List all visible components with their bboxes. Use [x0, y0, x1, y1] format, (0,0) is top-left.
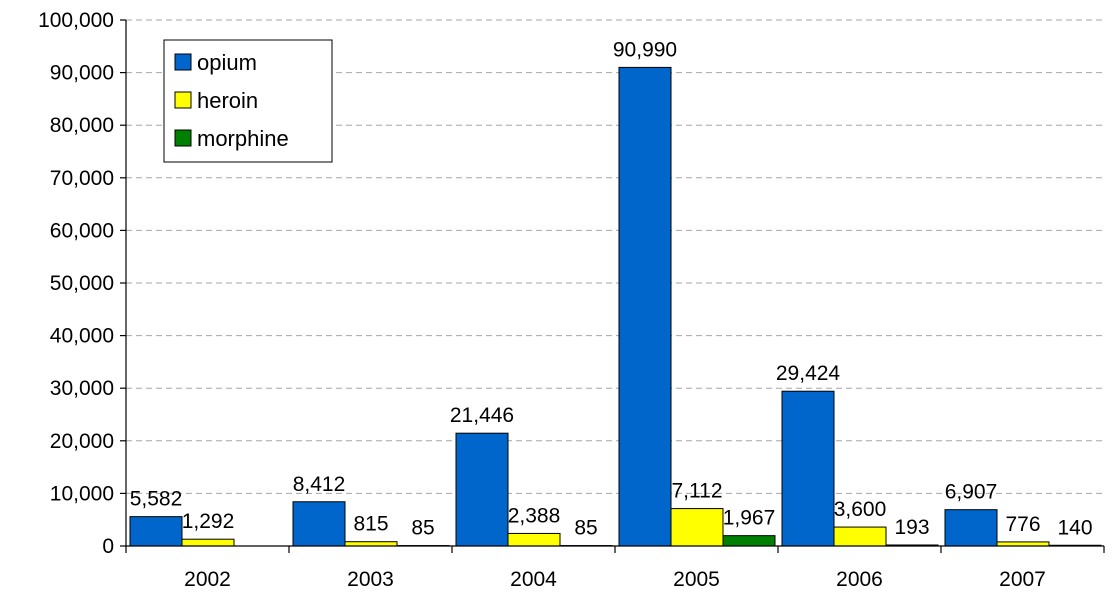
x-tick-label: 2006 [836, 568, 883, 591]
bar-morphine-2005 [722, 535, 776, 547]
data-label-morphine-2007: 140 [1057, 516, 1092, 539]
legend-label-opium: opium [197, 50, 257, 75]
bar-heroin-2002 [181, 538, 235, 547]
bar-opium-2002 [129, 516, 183, 547]
data-label-opium-2002: 5,582 [130, 488, 183, 511]
legend-box [163, 39, 333, 163]
data-label-opium-2004: 21,446 [450, 404, 514, 427]
legend-swatch-heroin [174, 91, 192, 109]
y-axis-ticks: 0 10,000 20,000 30,000 40,000 50,000 60,000 70,… [38, 9, 126, 558]
bar-heroin-2004 [507, 532, 561, 547]
legend: opium heroin morphine [163, 39, 333, 163]
legend-label-morphine: morphine [197, 126, 289, 151]
y-tick-label: 40,000 [50, 325, 114, 348]
y-tick-label: 20,000 [50, 430, 114, 453]
data-label-morphine-2004: 85 [574, 517, 597, 540]
x-axis-ticks: 2002 2003 2004 2005 2006 2007 [125, 546, 1105, 591]
y-tick-label: 70,000 [50, 167, 114, 190]
bar-heroin-2006 [833, 526, 887, 547]
data-label-opium-2005: 90,990 [613, 38, 677, 61]
x-tick-label: 2007 [999, 568, 1046, 591]
data-label-opium-2007: 6,907 [945, 481, 998, 504]
y-tick-label: 100,000 [38, 9, 114, 32]
y-tick-label: 0 [102, 535, 114, 558]
bar-heroin-2007 [996, 541, 1050, 547]
bar-opium-2007 [944, 509, 998, 547]
data-label-heroin-2006: 3,600 [834, 498, 887, 521]
data-label-heroin-2002: 1,292 [182, 510, 235, 533]
x-tick-label: 2003 [347, 568, 394, 591]
legend-swatch-morphine [174, 129, 192, 147]
bar-opium-2005 [618, 66, 672, 547]
bar-opium-2006 [781, 390, 835, 547]
legend-swatch-opium [174, 53, 192, 71]
bar-heroin-2003 [344, 541, 398, 547]
x-tick-label: 2004 [510, 568, 557, 591]
bar-opium-2003 [292, 501, 346, 547]
x-tick-label: 2002 [184, 568, 231, 591]
y-tick-label: 50,000 [50, 272, 114, 295]
bar-opium-2004 [455, 432, 509, 547]
y-tick-label: 10,000 [50, 482, 114, 505]
data-labels: 5,582 8,412 21,446 90,990 29,424 6,907 1,292 81… [130, 38, 1093, 539]
data-label-heroin-2003: 815 [353, 513, 388, 536]
data-label-morphine-2005: 1,967 [723, 507, 776, 530]
legend-label-heroin: heroin [197, 88, 258, 113]
x-tick-label: 2005 [673, 568, 720, 591]
y-tick-label: 30,000 [50, 377, 114, 400]
y-tick-label: 80,000 [50, 114, 114, 137]
data-label-heroin-2005: 7,112 [672, 480, 723, 503]
data-label-morphine-2006: 193 [894, 516, 929, 539]
data-label-morphine-2003: 85 [411, 517, 434, 540]
data-label-heroin-2004: 2,388 [508, 504, 561, 527]
y-tick-label: 60,000 [50, 219, 114, 242]
y-tick-label: 90,000 [50, 62, 114, 85]
data-label-opium-2003: 8,412 [293, 473, 346, 496]
bars [129, 66, 1102, 547]
bar-heroin-2005 [670, 508, 724, 547]
data-label-opium-2006: 29,424 [776, 362, 841, 385]
data-label-heroin-2007: 776 [1005, 513, 1040, 536]
